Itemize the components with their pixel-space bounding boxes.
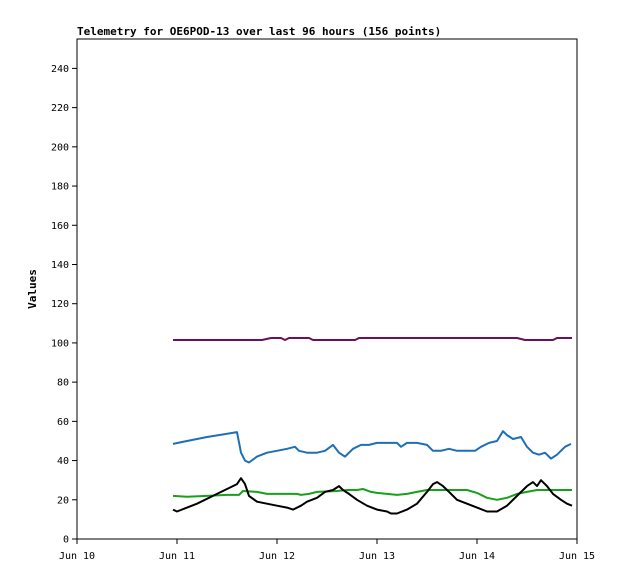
x-tick-label: Jun 12 (259, 551, 295, 562)
y-tick-label: 200 (51, 142, 69, 153)
axis-ticks: 0 20 40 60 80 100 120 140 160 180 200 220 240 Jun 10 J… (51, 64, 595, 562)
x-tick-label: Jun 11 (159, 551, 195, 562)
series-line-3 (172, 488, 572, 501)
plot-frame (76, 38, 578, 540)
y-tick-label: 140 (51, 260, 69, 271)
x-tick-label: Jun 10 (59, 551, 95, 562)
data-series (172, 337, 573, 515)
x-tick-label: Jun 14 (459, 551, 495, 562)
x-tick-label: Jun 13 (359, 551, 395, 562)
chart-title: Telemetry for OE6POD-13 over last 96 hou… (77, 25, 441, 38)
x-tick-label: Jun 15 (559, 551, 595, 562)
y-tick-label: 180 (51, 182, 69, 193)
y-tick-label: 240 (51, 64, 69, 75)
y-axis-label: Values (26, 269, 39, 309)
y-tick-label: 0 (63, 535, 69, 546)
y-tick-label: 100 (51, 338, 69, 349)
series-line-2 (172, 430, 572, 464)
y-tick-label: 120 (51, 299, 69, 310)
y-tick-label: 60 (57, 417, 69, 428)
y-tick-label: 80 (57, 378, 69, 389)
y-tick-label: 160 (51, 221, 69, 232)
y-tick-label: 220 (51, 103, 69, 114)
y-tick-label: 20 (57, 495, 69, 506)
y-tick-label: 40 (57, 456, 69, 467)
series-line-1 (173, 337, 572, 341)
series-line-4 (172, 477, 573, 515)
